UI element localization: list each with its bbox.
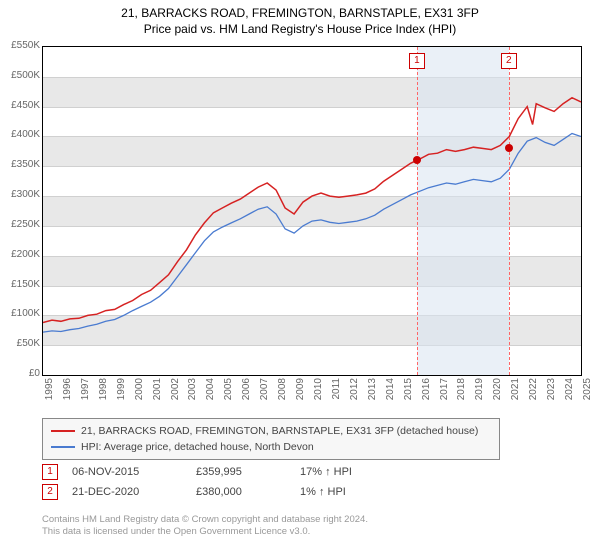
chart-subtitle: Price paid vs. HM Land Registry's House … bbox=[0, 22, 600, 36]
event-price: £359,995 bbox=[196, 466, 286, 478]
event-price: £380,000 bbox=[196, 486, 286, 498]
legend-swatch-series-1 bbox=[51, 446, 75, 448]
footer-attribution: Contains HM Land Registry data © Crown c… bbox=[42, 514, 368, 538]
x-axis-label: 1995 bbox=[44, 378, 55, 408]
event-marker-1: 1 bbox=[42, 464, 58, 480]
x-axis-label: 2008 bbox=[277, 378, 288, 408]
event-date: 21-DEC-2020 bbox=[72, 486, 182, 498]
x-axis-label: 2012 bbox=[349, 378, 360, 408]
x-axis-label: 1999 bbox=[116, 378, 127, 408]
x-axis-label: 2015 bbox=[403, 378, 414, 408]
legend-swatch-series-0 bbox=[51, 430, 75, 432]
events-table: 1 06-NOV-2015 £359,995 17% ↑ HPI 2 21-DE… bbox=[42, 462, 352, 502]
y-axis-label: £300K bbox=[0, 189, 40, 200]
chart-lines-svg bbox=[43, 47, 581, 375]
event-vline bbox=[417, 47, 418, 375]
y-axis-label: £0 bbox=[0, 368, 40, 379]
event-marker-box: 1 bbox=[409, 53, 425, 69]
x-axis-label: 2003 bbox=[187, 378, 198, 408]
footer-line-2: This data is licensed under the Open Gov… bbox=[42, 526, 368, 538]
event-vline bbox=[509, 47, 510, 375]
x-axis-label: 2007 bbox=[259, 378, 270, 408]
footer-line-1: Contains HM Land Registry data © Crown c… bbox=[42, 514, 368, 526]
x-axis-label: 1998 bbox=[98, 378, 109, 408]
y-axis-label: £350K bbox=[0, 159, 40, 170]
x-axis-label: 2005 bbox=[223, 378, 234, 408]
x-axis-label: 2002 bbox=[170, 378, 181, 408]
y-axis-label: £400K bbox=[0, 129, 40, 140]
x-axis-label: 2018 bbox=[456, 378, 467, 408]
x-axis-label: 2006 bbox=[241, 378, 252, 408]
y-axis-label: £550K bbox=[0, 40, 40, 51]
x-axis-label: 2024 bbox=[564, 378, 575, 408]
series-line bbox=[43, 98, 581, 323]
event-row: 2 21-DEC-2020 £380,000 1% ↑ HPI bbox=[42, 482, 352, 502]
y-axis-label: £250K bbox=[0, 219, 40, 230]
x-axis-label: 2004 bbox=[205, 378, 216, 408]
x-axis-label: 2016 bbox=[421, 378, 432, 408]
legend-label-series-0: 21, BARRACKS ROAD, FREMINGTON, BARNSTAPL… bbox=[81, 425, 478, 437]
x-axis-label: 2010 bbox=[313, 378, 324, 408]
x-axis-label: 2013 bbox=[367, 378, 378, 408]
x-axis-label: 2000 bbox=[134, 378, 145, 408]
x-axis-label: 2001 bbox=[152, 378, 163, 408]
x-axis-label: 2023 bbox=[546, 378, 557, 408]
x-axis-label: 2021 bbox=[510, 378, 521, 408]
chart-title-block: 21, BARRACKS ROAD, FREMINGTON, BARNSTAPL… bbox=[0, 0, 600, 40]
chart-legend: 21, BARRACKS ROAD, FREMINGTON, BARNSTAPL… bbox=[42, 418, 500, 460]
chart-plot-area: 12 bbox=[42, 46, 582, 376]
x-axis-label: 2009 bbox=[295, 378, 306, 408]
y-axis-label: £500K bbox=[0, 70, 40, 81]
event-date: 06-NOV-2015 bbox=[72, 466, 182, 478]
event-row: 1 06-NOV-2015 £359,995 17% ↑ HPI bbox=[42, 462, 352, 482]
event-delta: 1% ↑ HPI bbox=[300, 486, 346, 498]
y-axis-label: £200K bbox=[0, 249, 40, 260]
y-axis-label: £450K bbox=[0, 100, 40, 111]
x-axis-label: 1996 bbox=[62, 378, 73, 408]
x-axis-label: 2025 bbox=[582, 378, 593, 408]
legend-row: HPI: Average price, detached house, Nort… bbox=[51, 439, 491, 455]
legend-label-series-1: HPI: Average price, detached house, Nort… bbox=[81, 441, 314, 453]
event-delta: 17% ↑ HPI bbox=[300, 466, 352, 478]
event-marker-2: 2 bbox=[42, 484, 58, 500]
y-axis-label: £50K bbox=[0, 338, 40, 349]
series-line bbox=[43, 134, 581, 333]
x-axis-label: 1997 bbox=[80, 378, 91, 408]
x-axis-label: 2019 bbox=[474, 378, 485, 408]
event-marker-box: 2 bbox=[501, 53, 517, 69]
y-axis-label: £100K bbox=[0, 308, 40, 319]
x-axis-label: 2011 bbox=[331, 378, 342, 408]
chart-title-address: 21, BARRACKS ROAD, FREMINGTON, BARNSTAPL… bbox=[0, 6, 600, 20]
x-axis-label: 2022 bbox=[528, 378, 539, 408]
legend-row: 21, BARRACKS ROAD, FREMINGTON, BARNSTAPL… bbox=[51, 423, 491, 439]
y-axis-label: £150K bbox=[0, 279, 40, 290]
x-axis-label: 2017 bbox=[439, 378, 450, 408]
x-axis-label: 2020 bbox=[492, 378, 503, 408]
x-axis-label: 2014 bbox=[385, 378, 396, 408]
